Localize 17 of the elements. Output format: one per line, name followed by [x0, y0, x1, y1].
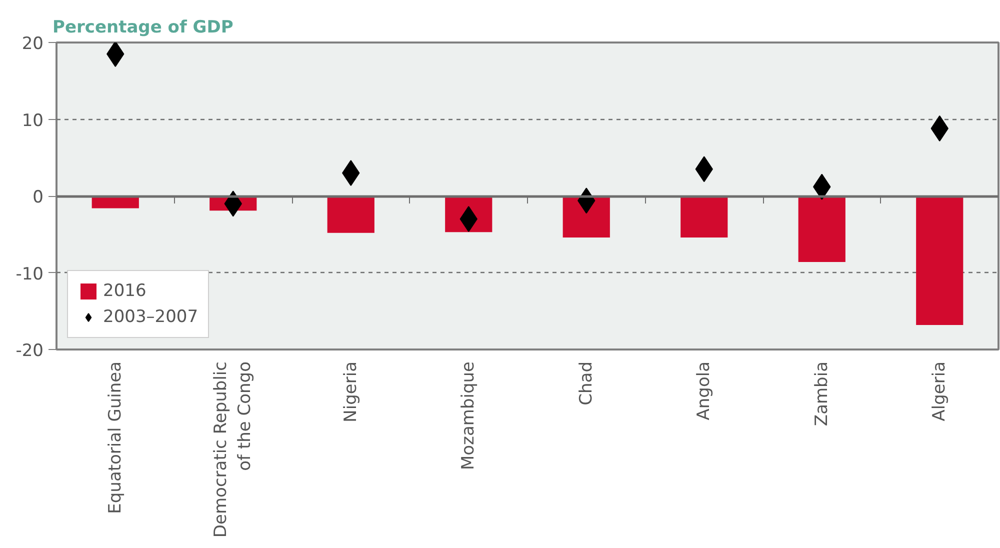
y-axis-title: Percentage of GDP	[52, 18, 234, 38]
y-tick-label: 0	[32, 188, 44, 208]
x-tick-label: Angola	[694, 361, 714, 420]
y-tick-label: -10	[16, 264, 44, 284]
x-tick-label: Chad	[576, 361, 596, 406]
x-tick-label: Equatorial Guinea	[105, 361, 126, 514]
y-tick-label: -20	[16, 341, 44, 361]
y-tick-label: 20	[22, 34, 44, 54]
point	[106, 42, 124, 68]
y-tick-label: 10	[22, 110, 44, 131]
x-tick-label: Democratic Republic of the Congo	[211, 361, 256, 538]
x-tick-label: Mozambique	[458, 361, 479, 470]
legend-label: 2003–2007	[103, 307, 198, 327]
legend-label: 2016	[103, 281, 146, 301]
x-tick-label: Nigeria	[340, 361, 361, 422]
x-tick-label: Algeria	[930, 362, 950, 422]
x-tick-label: Zambia	[812, 361, 832, 426]
